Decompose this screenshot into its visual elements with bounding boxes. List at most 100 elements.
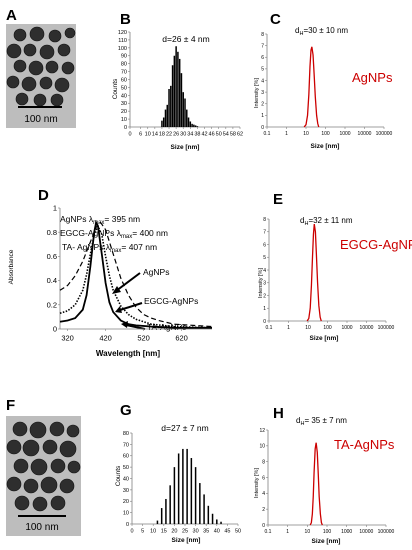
y-tick-label-c: 3 [261,90,264,96]
y-tick-label-b: 40 [121,93,127,99]
x-tick-label-b: 30 [180,132,186,138]
x-tick-label-h: 100 [323,529,332,535]
x-tick-label-b: 14 [152,132,158,138]
panel-letter-b: B [120,11,131,28]
x-tick-label-c: 100 [321,131,330,137]
bar-b [191,123,193,127]
x-tick-label-g: 15 [161,529,167,535]
y-tick-label-h: 4 [262,491,265,497]
x-tick-label-h: 1000 [341,529,352,535]
x-tick-label-e: 100 [323,325,332,331]
y-tick-label-d: 0.8 [47,228,57,237]
ylabel-e: Intensity [%] [258,268,264,298]
x-tick-label-e: 0.1 [266,325,273,331]
ylabel-c: Intensity [%] [254,78,260,108]
x-tick-label-g: 0 [130,529,133,535]
x-tick-label-g: 40 [214,529,220,535]
y-tick-label-g: 0 [126,522,129,528]
series-label-e: EGCG-AgNPs [340,237,412,252]
y-tick-label-g: 80 [123,431,129,437]
y-tick-label-d: 0 [53,325,57,334]
x-tick-label-g: 50 [235,529,241,535]
x-tick-label-g: 25 [182,529,188,535]
y-tick-label-b: 80 [121,62,127,68]
x-tick-label-h: 100000 [378,529,395,535]
bar-b [194,125,197,127]
bar-b [173,55,176,127]
callout-egcg-agnps: EGCG-AgNPs [144,296,198,306]
bar-b [164,109,167,127]
y-tick-label-g: 10 [123,511,129,517]
bar-g [199,483,201,524]
callout-agnps: AgNPs [143,267,169,277]
x-tick-label-e: 1 [287,325,290,331]
y-tick-label-g: 30 [123,488,129,494]
y-tick-label-c: 6 [261,55,264,61]
bar-b [170,85,172,127]
ylabel-d: Absorbance [8,249,15,284]
bar-g [216,519,218,524]
x-tick-label-b: 46 [209,132,215,138]
x-tick-label-b: 58 [230,132,236,138]
bar-g [186,448,188,524]
y-tick-label-e: 2 [263,293,266,299]
y-tick-label-d: 0.4 [47,276,57,285]
bar-b [171,65,174,127]
annotation-c: dH=30 ± 10 nm [295,26,348,37]
bar-g [207,505,210,524]
bar-g [220,521,222,524]
annotation-g: d=27 ± 7 nm [161,423,208,433]
scale-label-a: 100 nm [24,114,57,125]
bar-b [186,109,188,127]
bar-b [168,89,170,127]
arrow-agnps [115,272,141,292]
series-line-ta-agnps [59,221,213,328]
series-line-h [309,442,323,526]
x-tick-label-b: 38 [194,132,200,138]
y-tick-label-c: 4 [261,78,264,84]
bar-g [173,467,176,524]
dls-plot-h: dH= 35 ± 7 nm TA-AgNPs Intensity [%] Siz… [254,416,395,545]
y-tick-label-e: 8 [263,217,266,223]
arrow-egcg-agnps [119,302,143,311]
x-tick-label-d: 320 [61,334,74,343]
x-tick-label-e: 10 [305,325,311,331]
x-tick-label-h: 0.1 [265,529,272,535]
bar-g [165,498,167,524]
y-tick-label-b: 120 [118,30,127,36]
y-tick-label-g: 40 [123,476,129,482]
uv-vis-plot-d: AgNPs λmax= 395 nm EGCG-AgNPs λmax= 400 … [8,204,213,358]
bar-g [169,485,171,524]
x-tick-label-g: 45 [224,529,230,535]
y-tick-label-b: 90 [121,54,127,60]
y-tick-label-h: 0 [262,523,265,529]
bar-b [193,124,195,127]
x-tick-label-b: 26 [173,132,179,138]
series-label-h: TA-AgNPs [334,437,395,452]
tem-image-f [6,416,81,536]
y-tick-label-h: 12 [259,428,265,434]
y-tick-label-e: 4 [263,268,266,274]
y-tick-label-b: 10 [121,117,127,123]
y-tick-label-h: 8 [262,459,265,465]
y-tick-label-b: 0 [124,125,127,131]
y-tick-label-b: 110 [118,38,127,44]
x-tick-label-c: 100000 [376,131,393,137]
series-line-c [303,46,320,128]
y-tick-label-b: 50 [121,85,127,91]
xlabel-b: Size [nm] [171,144,200,151]
y-tick-label-g: 70 [123,442,129,448]
arrow-ta-agnps [125,324,146,330]
x-tick-label-d: 520 [137,334,150,343]
bar-b [178,58,181,127]
x-tick-label-e: 1000 [341,325,352,331]
x-tick-label-e: 100000 [378,325,395,331]
x-tick-label-b: 54 [223,132,229,138]
y-tick-label-e: 1 [263,306,266,312]
x-tick-label-c: 1000 [339,131,350,137]
bar-b [182,92,184,127]
x-tick-label-b: 34 [187,132,193,138]
histogram-g: d=27 ± 7 nm Counts Size [nm] 01020304050… [115,423,241,544]
bar-b [161,120,163,127]
tem-image-a [6,24,76,128]
